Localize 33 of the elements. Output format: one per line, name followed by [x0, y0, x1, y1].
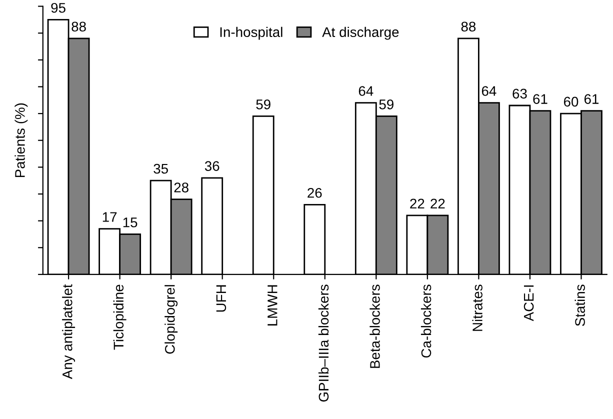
data-label: 95 [51, 2, 66, 13]
data-label: 64 [358, 86, 374, 96]
data-label: 28 [174, 182, 188, 192]
legend-label: In-hospital [220, 26, 282, 40]
data-label: 59 [256, 99, 270, 110]
x-tick-label: Any antiplatelet [62, 284, 76, 380]
data-label: 22 [430, 198, 445, 208]
x-tick-label: Beta-blockers [370, 284, 380, 368]
x-tick-label: Ca-blockers [420, 284, 432, 358]
data-label: 63 [512, 88, 527, 99]
x-tick-label: Clopidogrel [164, 285, 178, 354]
data-label: 22 [410, 198, 424, 208]
x-tick-label: LMWH [268, 285, 278, 326]
data-label: 15 [123, 218, 138, 228]
data-label: 17 [102, 212, 117, 222]
x-tick-label: ACE-I [524, 285, 534, 322]
data-label: 60 [564, 96, 578, 107]
x-tick-label: GPIIb–IIIa blockers [318, 284, 329, 402]
data-label: 64 [482, 86, 496, 96]
x-tick-label: Ticlopidine [113, 284, 126, 350]
data-label: 36 [204, 161, 220, 171]
data-label: 59 [379, 99, 394, 110]
data-label: 35 [154, 164, 168, 174]
y-axis-title: Patients (%) [14, 103, 28, 178]
data-label: 61 [533, 94, 548, 104]
x-tick-label: Statins [574, 284, 585, 326]
data-label: 88 [72, 22, 86, 32]
data-label: 61 [584, 94, 599, 104]
data-label: 88 [461, 22, 476, 32]
legend-label: At discharge [322, 26, 399, 40]
x-tick-label: UFH [216, 285, 226, 312]
data-label: 26 [308, 188, 322, 198]
x-tick-label: Nitrates [472, 284, 482, 331]
